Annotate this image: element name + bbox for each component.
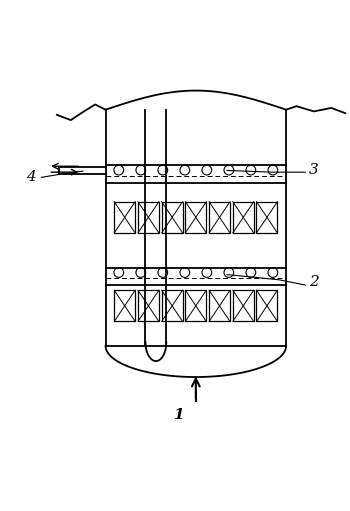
Text: 4: 4 [26, 170, 36, 184]
Text: 3: 3 [309, 164, 319, 177]
Bar [162, 202, 183, 233]
Bar [138, 290, 159, 321]
Bar [186, 202, 206, 233]
Bar [162, 290, 183, 321]
Text: 2: 2 [309, 274, 319, 289]
Bar [257, 290, 278, 321]
Bar [209, 290, 230, 321]
Bar [233, 202, 254, 233]
Text: 1: 1 [173, 408, 184, 422]
Bar [138, 202, 159, 233]
Bar [114, 290, 135, 321]
Bar [114, 202, 135, 233]
Bar [257, 202, 278, 233]
Bar [209, 202, 230, 233]
Bar [233, 290, 254, 321]
Bar [186, 290, 206, 321]
